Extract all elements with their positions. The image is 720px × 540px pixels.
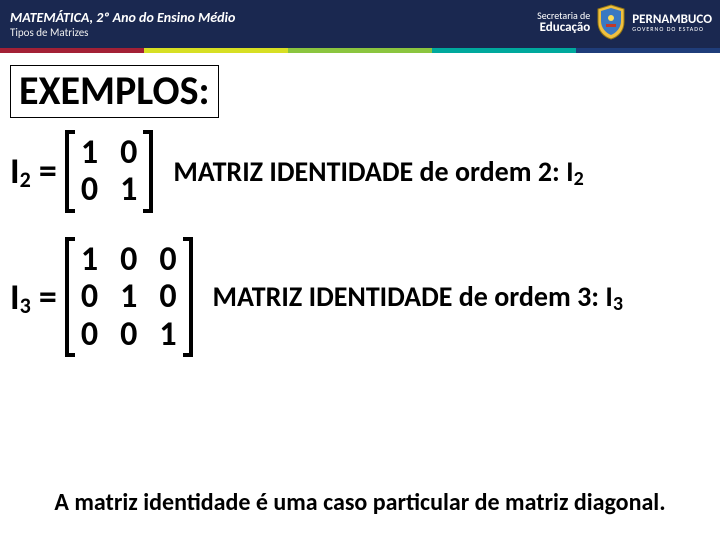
matrix-3x3: 1 0 0 0 1 0 0 0 1 (65, 237, 193, 357)
m3-cell: 0 (120, 316, 137, 353)
m3-cell: 1 (120, 278, 137, 315)
secretariat-bottom: Educação (537, 21, 590, 34)
i3-notation: I3 = (10, 275, 57, 319)
state-name-block: PERNAMBUCO GOVERNO DO ESTADO (632, 13, 712, 32)
m3-cell: 1 (159, 316, 176, 353)
i2-desc-sub: 2 (574, 167, 584, 191)
i2-desc: MATRIZ IDENTIDADE de ordem 2: I2 (173, 154, 583, 189)
left-bracket-icon (65, 130, 75, 213)
matrix-3x3-cells: 1 0 0 0 1 0 0 0 1 (75, 237, 183, 357)
i3-desc-sub: 3 (613, 292, 623, 316)
m2-cell: 0 (120, 134, 137, 171)
m3-cell: 0 (159, 241, 176, 278)
m3-cell: 0 (159, 278, 176, 315)
right-bracket-icon (183, 237, 193, 357)
state-sub: GOVERNO DO ESTADO (632, 26, 712, 32)
m3-cell: 0 (81, 316, 98, 353)
footer-note: A matriz identidade é uma caso particula… (0, 488, 720, 518)
i2-base: I (10, 149, 20, 193)
header-title: MATEMÁTICA, 2º Ano do Ensino Médio (10, 9, 235, 26)
i3-eq: = (31, 275, 57, 319)
matrix-2x2: 1 0 0 1 (65, 130, 153, 213)
secretariat-label: Secretaria de Educação (537, 11, 590, 34)
i3-desc: MATRIZ IDENTIDADE de ordem 3: I3 (213, 279, 623, 314)
slide-body: EXEMPLOS: I2 = 1 0 0 1 MATRIZ IDENTIDADE… (0, 53, 720, 357)
i2-desc-text: MATRIZ IDENTIDADE de ordem 2: I (173, 154, 573, 189)
m2-cell: 0 (81, 171, 98, 208)
header-right: Secretaria de Educação PERNAMBUCO GOVERN… (537, 4, 712, 40)
m2-cell: 1 (120, 171, 137, 208)
i3-base: I (10, 275, 20, 319)
m3-cell: 1 (81, 241, 98, 278)
example-1-row: I2 = 1 0 0 1 MATRIZ IDENTIDADE de ordem … (10, 130, 710, 213)
i3-desc-text: MATRIZ IDENTIDADE de ordem 3: I (213, 279, 613, 314)
i2-sub: 2 (20, 166, 31, 193)
example-2-row: I3 = 1 0 0 0 1 0 0 0 1 MATRIZ IDENTIDADE… (10, 237, 710, 357)
m3-cell: 0 (81, 278, 98, 315)
header-subtitle: Tipos de Matrizes (10, 26, 235, 39)
right-bracket-icon (143, 130, 153, 213)
m3-cell: 0 (120, 241, 137, 278)
state-name: PERNAMBUCO (632, 13, 712, 26)
section-label: EXEMPLOS: (10, 65, 219, 118)
state-shield-icon (596, 4, 626, 40)
slide-header: MATEMÁTICA, 2º Ano do Ensino Médio Tipos… (0, 0, 720, 48)
left-bracket-icon (65, 237, 75, 357)
i2-eq: = (31, 149, 57, 193)
i2-notation: I2 = (10, 149, 57, 193)
secretariat-top: Secretaria de (537, 11, 590, 21)
m2-cell: 1 (81, 134, 98, 171)
i3-sub: 3 (20, 292, 31, 319)
matrix-2x2-cells: 1 0 0 1 (75, 130, 143, 213)
header-left: MATEMÁTICA, 2º Ano do Ensino Médio Tipos… (0, 9, 235, 39)
